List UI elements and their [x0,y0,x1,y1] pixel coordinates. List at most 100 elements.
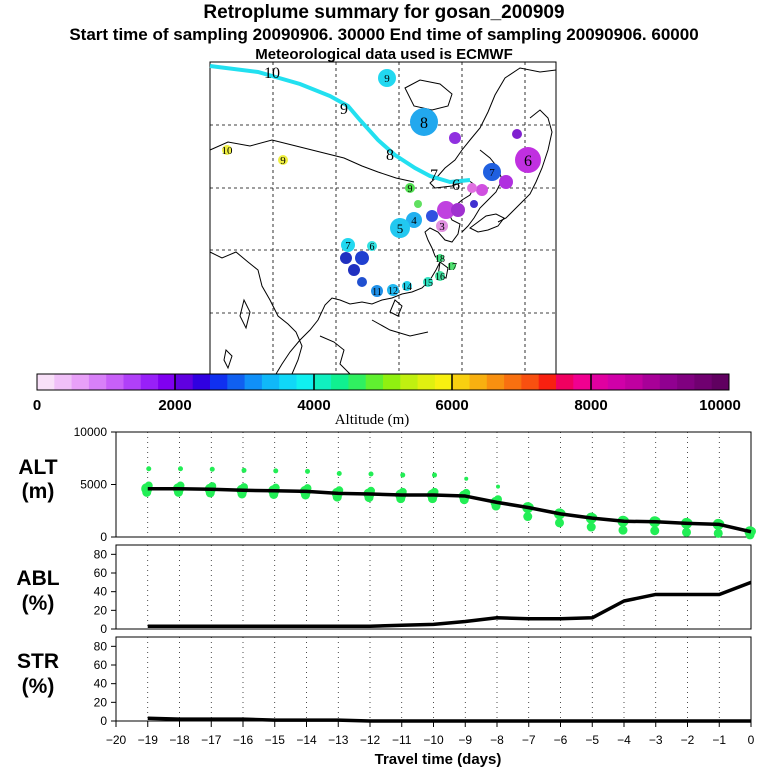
plume-cluster [367,241,377,251]
trajectory-map: 10 9 8 7 6 9 8 6 7 4 5 [209,61,557,375]
altitude-scatter-point [555,518,564,528]
plume-cluster [499,175,513,189]
y-axis-label: STR [17,650,59,673]
colorbar-cell [538,374,557,390]
colorbar-cell [106,374,124,390]
x-tick-label: −1 [712,733,726,747]
colorbar-tick-label: 10000 [699,397,741,414]
plume-cluster [278,155,288,165]
altitude-scatter-point [713,528,723,538]
colorbar-cells [37,374,730,390]
y-tick-label: 60 [94,566,108,580]
colorbar-cell [711,374,730,390]
altitude-scatter-point [209,466,215,472]
colorbar-cell [158,374,176,390]
y-tick-label: 0 [100,622,107,636]
altitude-scatter-point [432,472,437,478]
colorbar-cell [123,374,142,390]
cluster-label: 16 [435,272,445,283]
trajectory-day-label: 6 [452,177,460,194]
trajectory-day-label: 9 [340,101,348,118]
cluster-label: 17 [447,262,457,273]
y-axis-label: (m) [22,480,55,503]
plume-cluster [448,262,456,270]
panel-frame [115,636,752,722]
altitude-scatter-point [305,468,310,474]
x-tick-label: −4 [617,733,631,747]
y-tick-label: 10000 [74,425,108,439]
cluster-label: 18 [435,254,445,265]
y-tick-label: 40 [94,677,108,691]
trajectory-day-label: 10 [264,65,280,82]
colorbar-cell [313,374,332,390]
plume-cluster [378,69,396,87]
y-tick-label: 80 [94,639,108,653]
colorbar-cell [625,374,643,390]
y-tick-label: 5000 [80,478,107,492]
colorbar-cell [694,374,713,390]
plume-cluster [470,200,478,208]
colorbar-cell [54,374,73,390]
altitude-scatter-point [178,466,183,472]
altitude-scatter-point [586,522,596,532]
cluster-label: 9 [280,155,286,167]
colorbar-axis-label: Altitude (m) [335,412,410,428]
colorbar-cell [383,374,401,390]
abl-series-line [147,580,752,628]
sampling-time-subtitle: Start time of sampling 20090906. 30000 E… [69,25,699,44]
plume-cluster [341,238,355,252]
colorbar-cell [365,374,384,390]
colorbar-tick-label: 6000 [435,397,468,414]
altitude-scatter-point [464,476,469,481]
alt-panel: 10000 5000 0 ALT(m) [18,425,756,544]
trajectory-line [209,64,471,185]
y-tick-label: 60 [94,658,108,672]
colorbar-tick-label: 0 [33,397,41,414]
plume-cluster [406,212,422,228]
cluster-label: 9 [408,184,413,195]
plume-cluster [405,183,415,193]
colorbar-cell [504,374,522,390]
x-tick-label: −7 [522,733,536,747]
colorbar-cell [521,374,540,390]
plume-cluster [423,277,433,287]
y-tick-label: 0 [100,530,107,544]
cluster-label: 9 [384,73,390,85]
x-tick-label: −17 [201,733,222,747]
plume-cluster [387,284,399,296]
plume-cluster [467,183,477,193]
x-tick-label: −15 [265,733,286,747]
altitude-scatter-point [241,467,247,473]
x-tick-label: −9 [458,733,472,747]
altitude-scatter-point [523,512,533,522]
x-tick-label: −14 [296,733,317,747]
colorbar-cell [296,374,315,390]
cluster-label: 12 [388,286,398,297]
cluster-label: 3 [439,221,445,233]
plume-cluster [436,220,448,232]
trajectory-day-labels: 10 9 8 7 6 [264,65,460,194]
map-frame [209,61,557,375]
plume-cluster [348,264,360,276]
cluster-label: 7 [345,240,351,252]
str-series-line [147,716,751,723]
colorbar-cell [331,374,349,390]
altitude-scatter-point [146,466,152,472]
plume-cluster [437,201,455,219]
cluster-label: 6 [524,153,532,170]
y-axis-label: ALT [18,456,57,479]
colorbar-cell [261,374,280,390]
y-axis-label: ABL [16,567,59,590]
str-panel: 80 60 40 20 0 STR(%) [17,636,752,728]
colorbar-cell [140,374,159,390]
y-axis-label: (%) [22,592,55,615]
colorbar-cell [607,374,626,390]
x-tick-label: −20 [106,733,127,747]
plume-cluster [435,271,445,281]
travel-time-axis: Travel time (days) −20 −19 −18 −17 −16 −15 −14… [106,721,755,768]
colorbar-tick-label: 2000 [158,397,191,414]
altitude-scatter-point [650,526,660,536]
colorbar-cell [244,374,263,390]
x-tick-label: 0 [748,733,755,747]
